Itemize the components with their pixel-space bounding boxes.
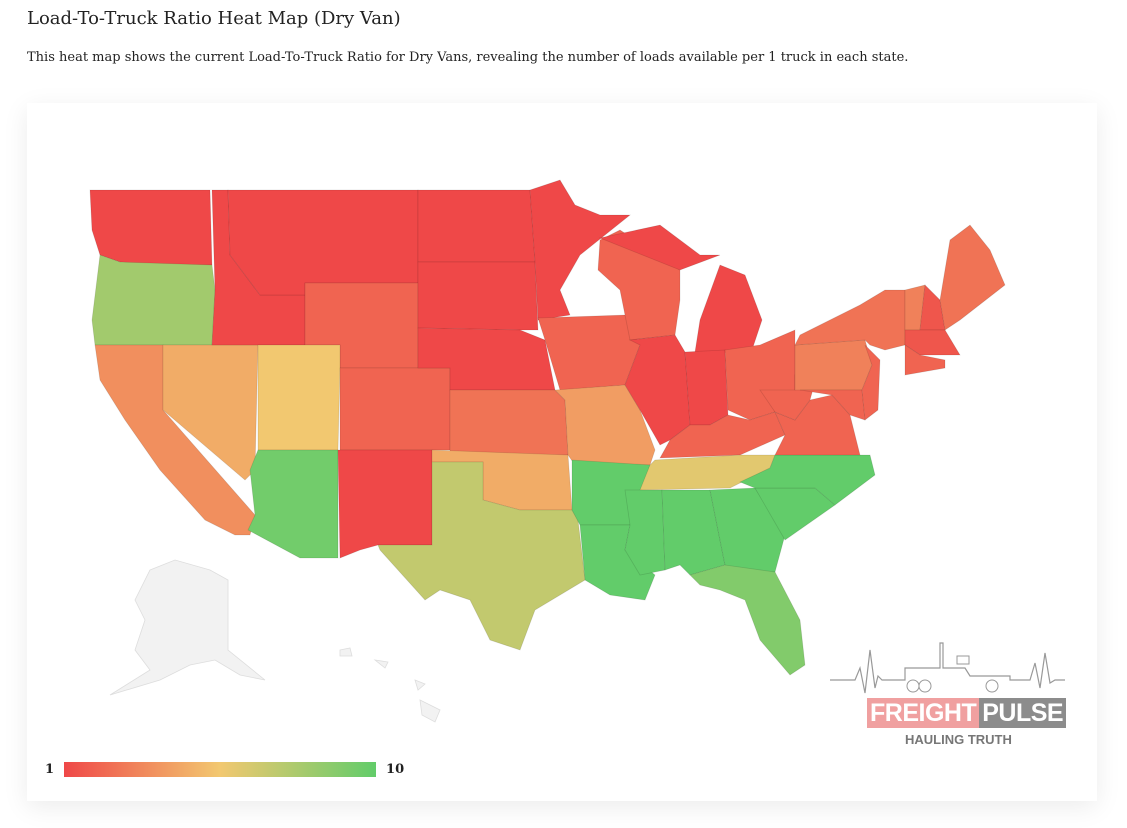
state-or[interactable] (91, 254, 216, 346)
state-mt[interactable] (227, 189, 419, 296)
legend-gradient-bar (64, 762, 377, 777)
state-wa[interactable] (89, 189, 213, 266)
state-ks[interactable] (449, 389, 569, 456)
state-ut[interactable] (257, 344, 341, 451)
state-ma[interactable] (904, 329, 961, 356)
state-mi[interactable] (598, 224, 721, 271)
state-az[interactable] (247, 449, 339, 559)
legend-max-label: 10 (386, 762, 405, 777)
page-title: Load-To-Truck Ratio Heat Map (Dry Van) (27, 8, 401, 29)
state-sd[interactable] (417, 261, 539, 331)
state-pa[interactable] (794, 339, 873, 391)
logo-freight-text: FREIGHT (867, 698, 980, 728)
state-il[interactable] (624, 334, 691, 446)
state-ia[interactable] (537, 314, 641, 391)
truck-pulse-icon (830, 642, 1065, 694)
state-mn[interactable] (529, 179, 632, 321)
state-fl[interactable] (689, 564, 806, 676)
legend-min-label: 1 (45, 762, 55, 777)
state-ct[interactable] (904, 344, 946, 376)
logo-tagline: HAULING TRUTH (905, 732, 1012, 747)
state-me[interactable] (939, 224, 1006, 331)
state-md[interactable] (799, 389, 866, 421)
state-nc[interactable] (738, 454, 876, 506)
state-hi[interactable] (419, 699, 441, 723)
logo-pulse-text: PULSE (979, 698, 1067, 728)
state-nm[interactable] (337, 449, 433, 559)
state-in[interactable] (684, 349, 729, 426)
color-legend: 1 10 (45, 762, 404, 777)
state-hi[interactable] (414, 679, 426, 691)
state-nj[interactable] (861, 344, 881, 421)
state-hi[interactable] (373, 659, 389, 669)
freight-pulse-logo: FREIGHT PULSE HAULING TRUTH (830, 638, 1067, 753)
state-co[interactable] (339, 367, 451, 451)
state-mi[interactable] (694, 264, 763, 356)
state-nd[interactable] (417, 189, 536, 263)
state-ny[interactable] (794, 289, 906, 351)
state-ak[interactable] (109, 559, 266, 696)
page-description: This heat map shows the current Load-To-… (27, 50, 909, 65)
state-hi[interactable] (339, 647, 353, 657)
